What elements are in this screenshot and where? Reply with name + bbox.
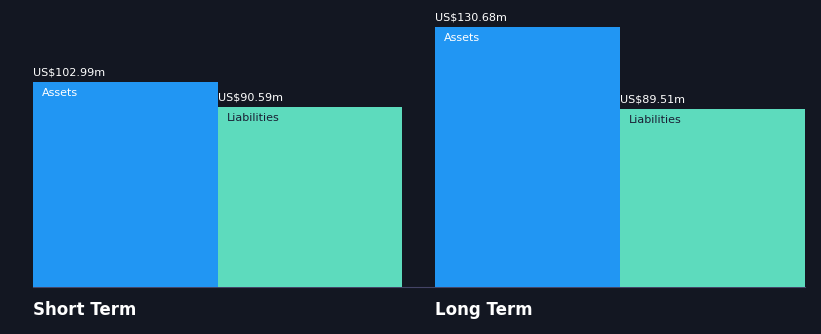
Bar: [218, 107, 402, 287]
Text: Liabilities: Liabilities: [227, 113, 280, 123]
Text: Long Term: Long Term: [435, 301, 533, 319]
Text: Assets: Assets: [444, 33, 480, 43]
Text: US$102.99m: US$102.99m: [33, 68, 105, 78]
Bar: [620, 109, 805, 287]
Text: Assets: Assets: [42, 88, 78, 98]
Text: US$130.68m: US$130.68m: [435, 13, 507, 23]
Bar: [435, 27, 620, 287]
Text: US$89.51m: US$89.51m: [620, 95, 685, 105]
Bar: [33, 82, 218, 287]
Text: Short Term: Short Term: [33, 301, 136, 319]
Text: Liabilities: Liabilities: [629, 115, 682, 125]
Text: US$90.59m: US$90.59m: [218, 93, 282, 103]
